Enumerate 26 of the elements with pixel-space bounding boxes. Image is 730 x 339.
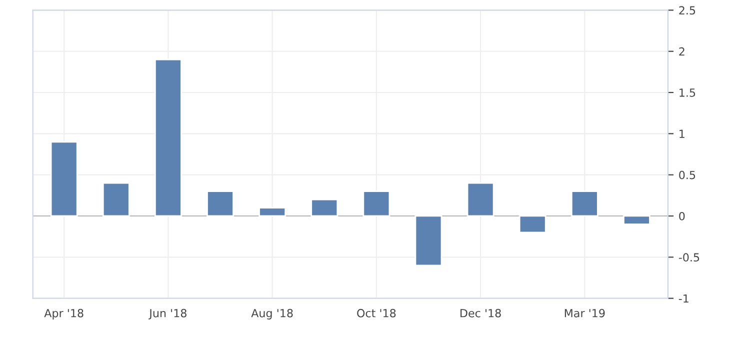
bar [414,215,442,266]
y-tick-label: 2 [679,47,684,56]
bar [570,190,598,217]
bar [623,215,650,225]
bar [154,58,182,217]
bar [206,190,234,217]
y-tick-label: 1.5 [680,88,696,97]
bar [50,141,78,217]
y-tick-label: 0.5 [679,170,696,180]
y-tick-label: 0 [679,212,685,220]
bar [310,198,338,217]
bar [102,182,130,217]
bar [466,182,494,217]
x-tick-label: Dec '18 [460,308,501,318]
x-tick-label: Mar '19 [564,308,605,318]
y-tick-label: -0.5 [678,253,700,262]
y-tick-label: 1 [680,130,684,138]
x-tick-label: Apr '18 [44,308,84,320]
x-tick-label: Oct '18 [357,308,396,318]
y-tick-label: 2.5 [679,6,696,15]
bar [258,207,286,217]
bar [518,215,546,234]
bar [362,190,390,217]
x-tick-label: Aug '18 [251,308,293,320]
x-tick-label: Jun '18 [148,308,186,320]
y-tick-label: -1 [678,294,688,303]
